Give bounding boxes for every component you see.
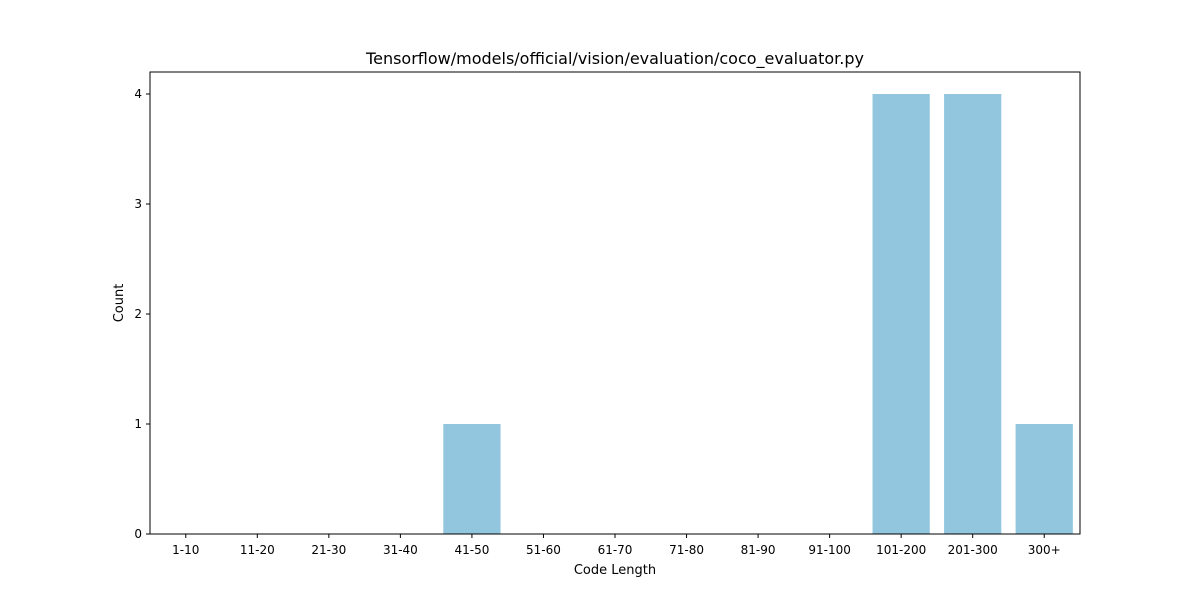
bar-41-50 (443, 424, 501, 534)
x-tick-label: 300+ (1028, 543, 1061, 557)
chart-title: Tensorflow/models/official/vision/evalua… (365, 49, 864, 69)
x-tick-label: 201-300 (948, 543, 998, 557)
x-tick-label: 71-80 (669, 543, 704, 557)
bar-101-200 (872, 94, 930, 534)
x-tick-label: 51-60 (526, 543, 561, 557)
y-axis: 0 1 2 3 4 (134, 87, 150, 541)
bar-300+ (1015, 424, 1073, 534)
y-tick-label: 0 (134, 527, 142, 541)
bar-201-300 (944, 94, 1002, 534)
plot-area-frame (149, 71, 1081, 535)
y-tick-label: 3 (134, 197, 142, 211)
y-tick-label: 2 (134, 307, 142, 321)
x-axis-label: Code Length (574, 563, 656, 578)
x-tick-label: 21-30 (311, 543, 346, 557)
x-tick-label: 11-20 (240, 543, 275, 557)
bars-group (443, 94, 1073, 534)
x-tick-label: 41-50 (454, 543, 489, 557)
x-tick-label: 61-70 (598, 543, 633, 557)
x-tick-label: 1-10 (172, 543, 199, 557)
y-axis-label: Count (112, 284, 127, 323)
x-tick-label: 91-100 (808, 543, 851, 557)
x-tick-label: 81-90 (741, 543, 776, 557)
y-tick-label: 1 (134, 417, 142, 431)
y-tick-label: 4 (134, 87, 142, 101)
x-tick-label: 101-200 (876, 543, 926, 557)
x-axis: 1-10 11-20 21-30 31-40 41-50 51-60 61-70 71-80 8… (172, 534, 1061, 557)
x-tick-label: 31-40 (383, 543, 418, 557)
